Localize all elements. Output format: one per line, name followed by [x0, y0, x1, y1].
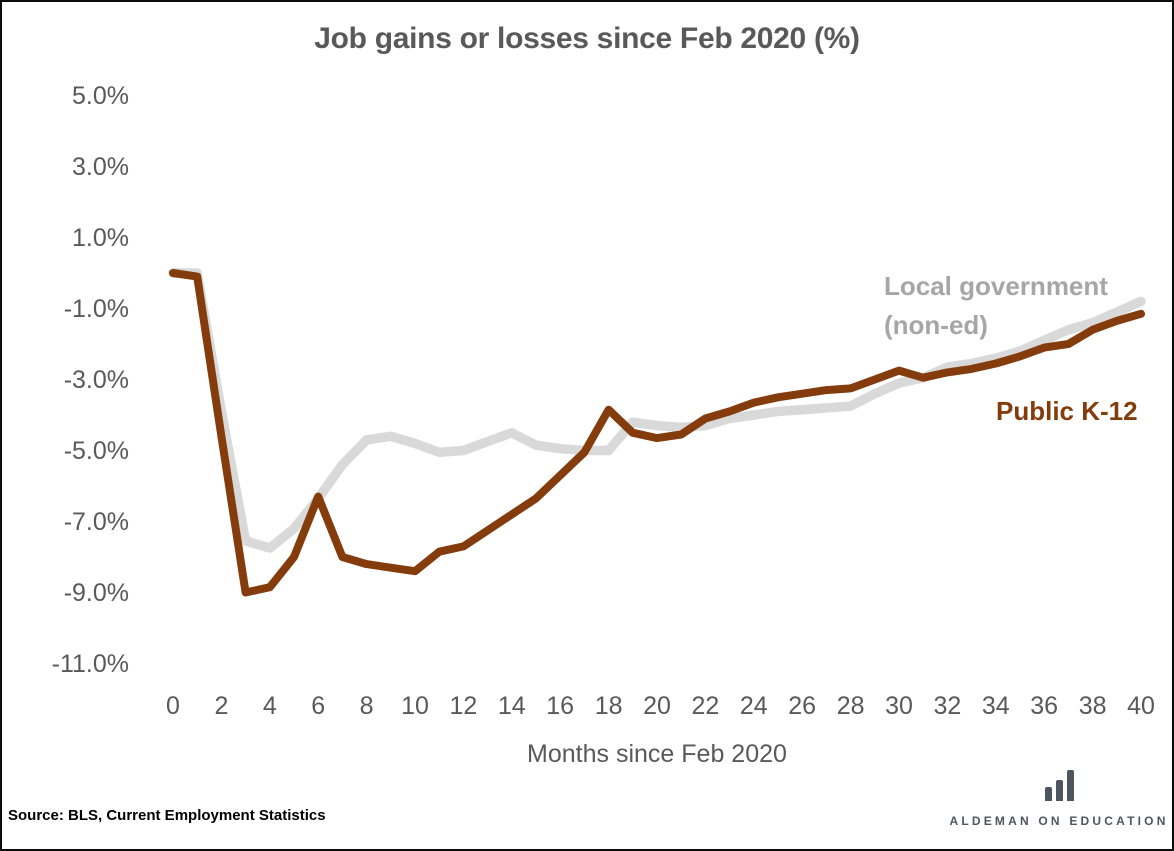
y-tick-label: -7.0%	[63, 507, 129, 536]
legend-label-public-k12: Public K-12	[996, 396, 1138, 426]
x-tick-label: 4	[262, 692, 277, 720]
x-tick-label: 22	[691, 692, 720, 720]
x-tick-label: 36	[1030, 692, 1059, 720]
x-tick-label: 34	[981, 692, 1010, 720]
x-tick-label: 38	[1078, 692, 1107, 720]
brand-logo: ALDEMAN ON EDUCATION	[949, 770, 1165, 828]
bar-chart-icon	[1044, 770, 1074, 801]
bar-chart-icon-bar-small	[1044, 787, 1052, 801]
x-axis: 0 2 4 6 8 10 12 14 16 18 20 22 24 26 28 30 32 34 36 38 40	[0, 691, 1174, 723]
legend-label-local-government-line1: Local government	[884, 271, 1108, 301]
chart-title: Job gains or losses since Feb 2020 (%)	[314, 22, 860, 55]
x-tick-label: 24	[739, 692, 768, 720]
y-tick-label: -9.0%	[63, 578, 129, 607]
bar-chart-icon-bar-medium	[1055, 780, 1063, 801]
x-tick-label: 18	[594, 692, 623, 720]
legend-label-local-government-line2: (non-ed)	[884, 310, 988, 340]
series-line-local-government-non-ed	[168, 268, 1146, 553]
x-tick-label: 28	[836, 692, 865, 720]
x-tick-label: 12	[449, 692, 478, 720]
y-tick-label: -5.0%	[63, 436, 129, 465]
x-tick-label: 20	[643, 692, 671, 720]
x-axis-title: Months since Feb 2020	[527, 740, 787, 768]
x-tick-label: 14	[497, 692, 526, 720]
x-tick-label: 6	[311, 692, 326, 720]
x-tick-label: 0	[166, 692, 180, 720]
y-tick-label: -1.0%	[63, 294, 129, 323]
y-tick-label: -11.0%	[51, 649, 129, 678]
legend-label-local-government: Local government (non-ed)	[884, 267, 1108, 345]
y-axis: 5.0% 3.0% 1.0% -1.0% -3.0% -5.0% -7.0% -9.0% -11…	[0, 0, 133, 851]
y-tick-label: 1.0%	[72, 223, 129, 252]
x-tick-label: 30	[885, 692, 913, 720]
source-note: Source: BLS, Current Employment Statisti…	[8, 807, 326, 824]
y-tick-label: 5.0%	[72, 81, 129, 110]
x-tick-label: 2	[214, 692, 229, 720]
x-tick-label: 10	[401, 692, 429, 720]
series-line-public-k12	[169, 269, 1145, 597]
x-tick-label: 26	[788, 692, 817, 720]
y-tick-label: 3.0%	[72, 152, 129, 181]
brand-name: ALDEMAN ON EDUCATION	[949, 814, 1169, 828]
x-tick-label: 16	[546, 692, 575, 720]
x-tick-label: 8	[359, 692, 374, 720]
y-tick-label: -3.0%	[63, 365, 129, 394]
bar-chart-icon-bar-tall	[1066, 770, 1074, 801]
x-tick-label: 32	[933, 692, 962, 720]
x-tick-label: 40	[1127, 692, 1155, 720]
